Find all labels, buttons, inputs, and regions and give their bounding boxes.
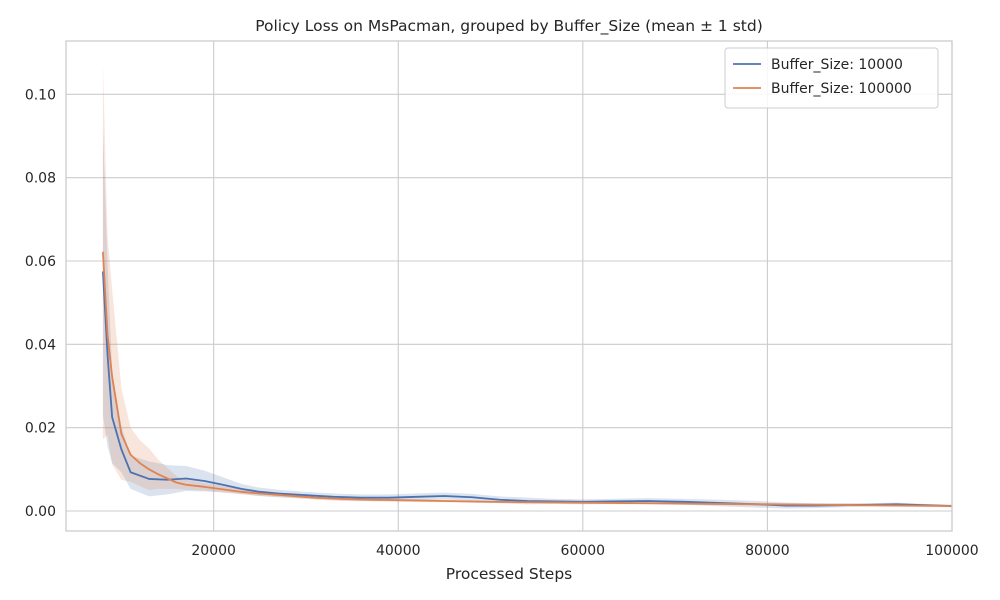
- std-band-layer: [102, 64, 952, 509]
- x-axis-label: Processed Steps: [446, 565, 572, 583]
- y-tick-label: 0.06: [25, 254, 56, 270]
- tick-label-layer: 20000 40000 60000 80000 100000 0.00 0.02 0.04 0.…: [25, 87, 979, 559]
- legend-label-buffer-100000: Buffer_Size: 100000: [771, 81, 912, 97]
- x-tick-label: 100000: [925, 543, 978, 559]
- series-1-mean-line: [102, 251, 952, 507]
- x-tick-label: 40000: [376, 543, 421, 559]
- series-0-std-band: [102, 127, 952, 509]
- x-tick-label: 60000: [561, 543, 606, 559]
- y-tick-label: 0.00: [25, 504, 56, 520]
- plot-area-frame: [65, 40, 953, 532]
- y-tick-label: 0.02: [25, 421, 56, 437]
- y-tick-label: 0.04: [25, 337, 56, 353]
- legend-box: [724, 47, 939, 109]
- y-tick-label: 0.08: [25, 171, 56, 187]
- x-tick-label: 80000: [745, 543, 790, 559]
- series-0-mean-line: [102, 271, 952, 507]
- chart-title: Policy Loss on MsPacman, grouped by Buff…: [255, 17, 763, 36]
- x-tick-label: 20000: [191, 543, 236, 559]
- legend: Buffer_Size: 10000 Buffer_Size: 100000: [724, 47, 939, 109]
- legend-label-buffer-10000: Buffer_Size: 10000: [771, 57, 903, 73]
- series-line-layer: [102, 251, 952, 507]
- y-tick-label: 0.10: [25, 87, 56, 103]
